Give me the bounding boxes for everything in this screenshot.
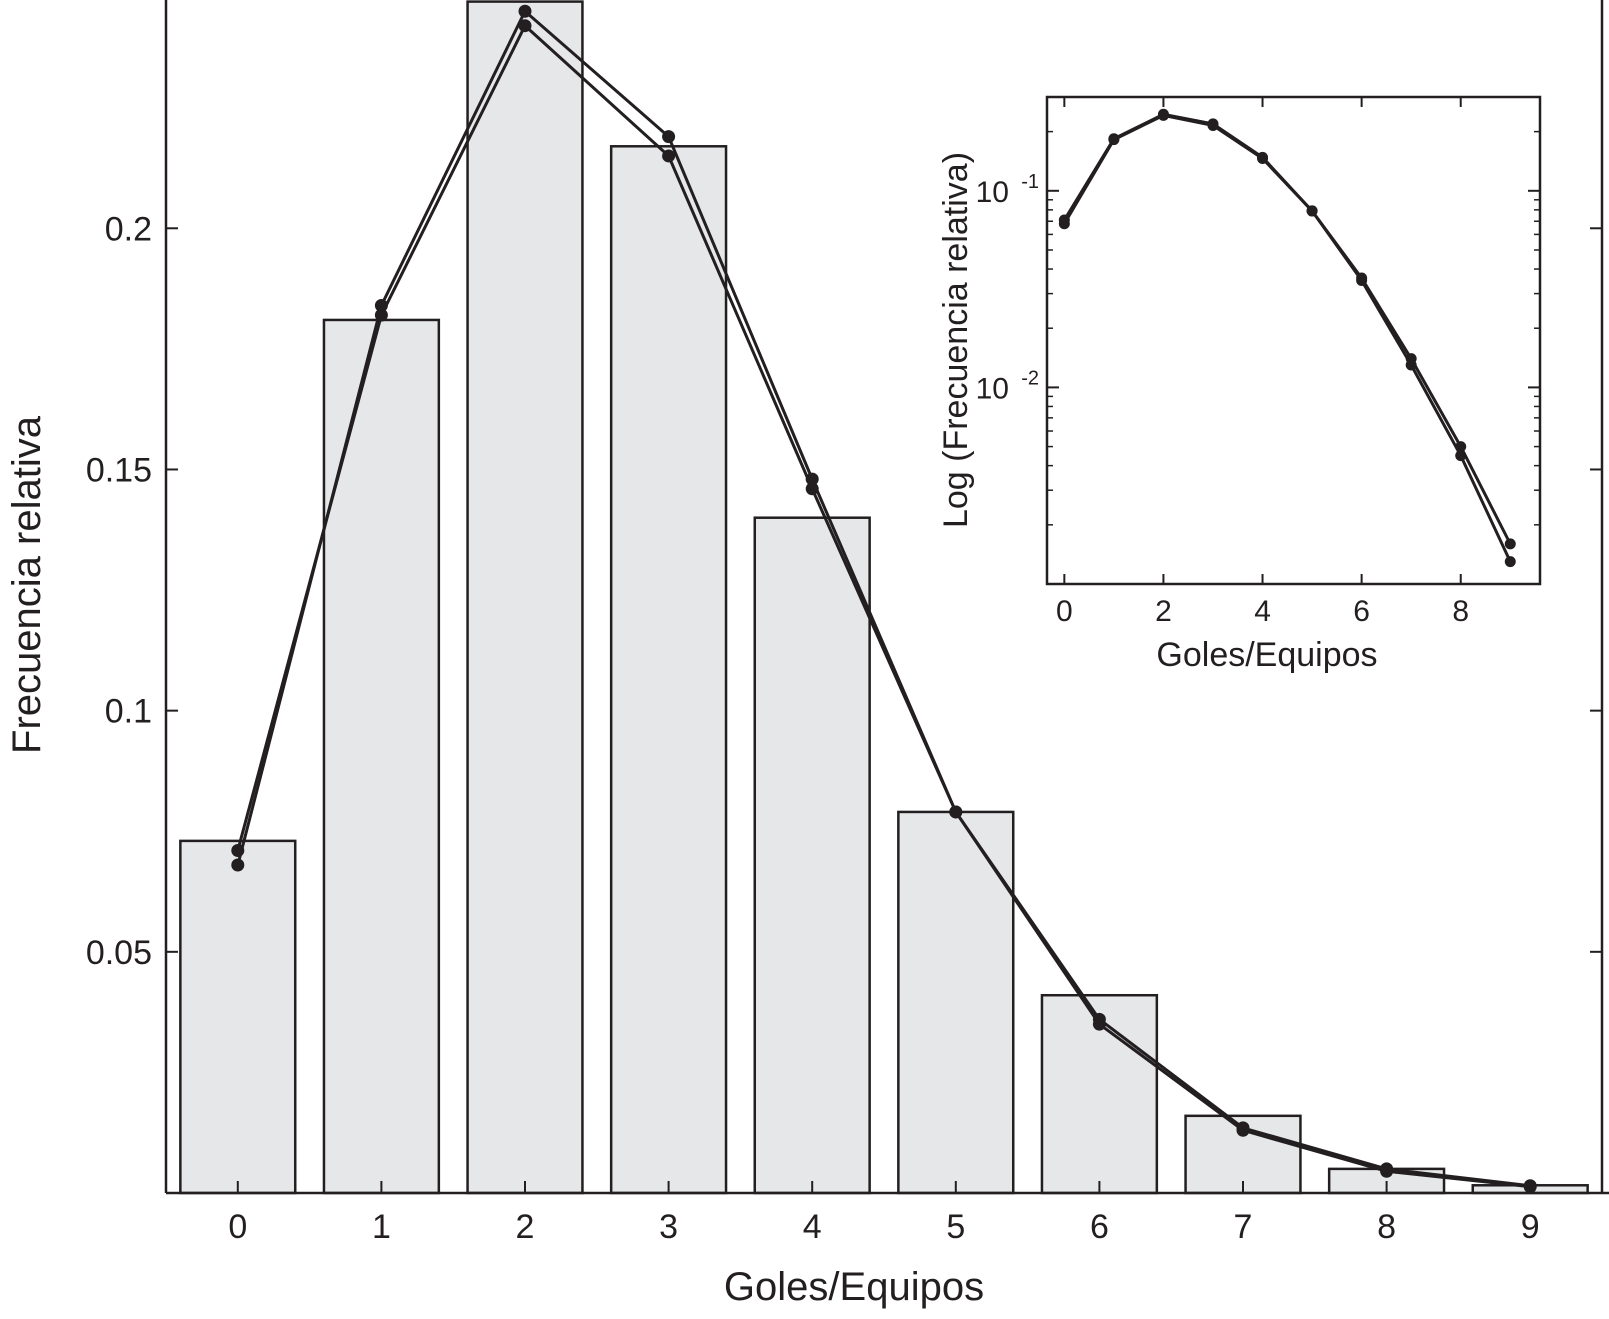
inset-x-axis-label: Goles/Equipos [1156, 636, 1377, 674]
inset-lines [1058, 108, 1516, 568]
main-x-tick-label: 7 [1234, 1208, 1253, 1246]
bar-3 [609, 145, 728, 1195]
inset-x-tick-label: 6 [1353, 595, 1370, 628]
inset-line-2-point [1306, 205, 1318, 217]
main-lines [231, 4, 1537, 1194]
inset-background [1047, 97, 1540, 584]
main-y-tick-label: 0.15 [86, 451, 152, 489]
inset-y-axis-label: Log (Frecuencia relativa) [937, 152, 975, 528]
main-y-tick-label: 0.05 [86, 934, 152, 972]
main-line-2-point [1236, 1123, 1250, 1137]
main-x-tick-label: 9 [1521, 1208, 1540, 1246]
main-line-1-point [518, 4, 532, 18]
inset-line-2-point [1108, 134, 1120, 146]
inset-line-2-point [1356, 274, 1368, 286]
main-x-axis-label: Goles/Equipos [724, 1265, 984, 1309]
main-line-1-point [231, 858, 245, 872]
main-line-1-point [662, 130, 676, 144]
main-line-2-point [805, 482, 819, 496]
main-bars [179, 0, 1589, 1195]
main-line-2-point [949, 805, 963, 819]
main-line-1 [236, 8, 1531, 1188]
inset-x-tick-label: 4 [1254, 595, 1271, 628]
main-line-2-point [374, 308, 388, 322]
main-x-tick-label: 6 [1090, 1208, 1109, 1246]
inset-y-tick-label: 10 [976, 176, 1009, 209]
main-line-2-point [231, 844, 245, 858]
inset-x-tick-label: 8 [1452, 595, 1469, 628]
main-y-tick-label: 0.1 [105, 693, 152, 731]
inset-y-tick-label-exponent: -2 [1021, 367, 1039, 389]
inset-line-2-point [1257, 152, 1269, 164]
main-x-tick-label: 1 [372, 1208, 391, 1246]
inset-line-1-point [1504, 538, 1516, 550]
inset-plot: 0 2 4 6 8 10 -2 10 -1 Goles/Equipos Log (Frecuen… [937, 95, 1542, 674]
main-plot: 0 1 2 3 4 5 6 7 8 9 0.05 0.1 0.15 0.2 Goles/Equipos F… [5, 0, 1609, 1309]
inset-line-2-point [1058, 218, 1070, 230]
inset-y-tick-label: 10 [976, 372, 1009, 405]
inset-line-2-point [1455, 450, 1467, 462]
main-line-2 [236, 23, 1531, 1189]
bar-2 [466, 0, 584, 1195]
bar-4 [753, 516, 871, 1195]
bar-1 [322, 318, 441, 1195]
main-x-tick-label: 8 [1377, 1208, 1396, 1246]
main-line-2-point [1380, 1164, 1394, 1178]
main-x-tick-label: 4 [803, 1208, 822, 1246]
inset-x-tick-label: 0 [1056, 595, 1073, 628]
inset-axes: 0 2 4 6 8 10 -2 10 -1 [976, 95, 1542, 628]
inset-line-2 [1063, 113, 1512, 563]
main-y-axis-label: Frecuencia relativa [5, 415, 49, 754]
inset-line-2-point [1157, 109, 1169, 121]
main-x-tick-label: 2 [516, 1208, 535, 1246]
inset-x-tick-label: 2 [1155, 595, 1172, 628]
main-line-2-point [1092, 1017, 1106, 1031]
main-x-tick-label: 3 [659, 1208, 678, 1246]
inset-y-tick-label-exponent: -1 [1021, 171, 1039, 193]
main-line-2-point [662, 149, 676, 163]
main-x-tick-label: 5 [946, 1208, 965, 1246]
bar-0 [179, 839, 297, 1195]
inset-line-2-point [1405, 359, 1417, 371]
inset-frame [1045, 95, 1542, 586]
main-line-2-point [518, 19, 532, 33]
main-y-tick-label: 0.2 [105, 210, 152, 248]
inset-line-2-point [1504, 556, 1516, 568]
inset-line-2-point [1207, 119, 1219, 131]
main-x-tick-label: 0 [228, 1208, 247, 1246]
main-axes: 0 1 2 3 4 5 6 7 8 9 0.05 0.1 0.15 0.2 [86, 0, 1609, 1246]
